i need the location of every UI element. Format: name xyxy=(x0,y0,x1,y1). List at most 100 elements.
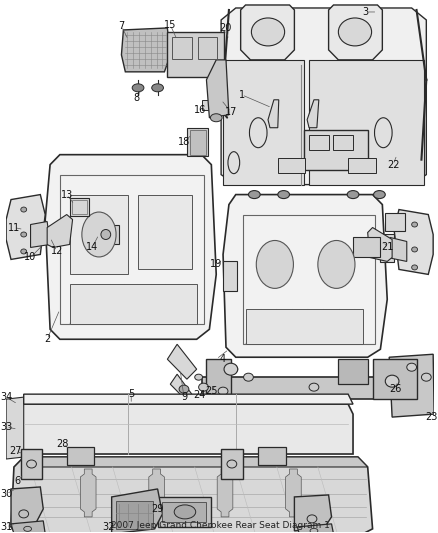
Text: 2007 Jeep Grand Cherokee Rear Seat Diagram 1: 2007 Jeep Grand Cherokee Rear Seat Diagr… xyxy=(111,521,329,530)
Ellipse shape xyxy=(152,84,163,92)
Polygon shape xyxy=(223,60,304,184)
Ellipse shape xyxy=(21,207,27,212)
Ellipse shape xyxy=(198,383,208,391)
Polygon shape xyxy=(167,344,197,379)
Bar xyxy=(348,158,375,173)
Bar xyxy=(223,261,237,292)
Ellipse shape xyxy=(256,240,293,288)
Text: 21: 21 xyxy=(381,243,393,253)
Text: 17: 17 xyxy=(225,107,237,117)
Polygon shape xyxy=(45,155,216,340)
Polygon shape xyxy=(24,394,353,404)
Polygon shape xyxy=(221,8,426,184)
Polygon shape xyxy=(11,521,45,533)
Text: 27: 27 xyxy=(10,446,22,456)
Ellipse shape xyxy=(21,249,27,254)
Polygon shape xyxy=(11,457,373,533)
Polygon shape xyxy=(297,524,333,533)
Bar xyxy=(221,449,243,479)
Ellipse shape xyxy=(421,373,431,381)
Ellipse shape xyxy=(174,505,196,519)
Bar xyxy=(258,447,286,465)
Text: 10: 10 xyxy=(25,253,37,262)
Bar xyxy=(380,235,394,262)
Text: 30: 30 xyxy=(0,489,12,499)
Ellipse shape xyxy=(278,191,290,199)
Ellipse shape xyxy=(347,191,359,199)
Polygon shape xyxy=(6,397,24,459)
Text: 12: 12 xyxy=(51,246,63,256)
Bar xyxy=(353,238,380,257)
Ellipse shape xyxy=(412,265,417,270)
Polygon shape xyxy=(81,469,96,517)
Text: 18: 18 xyxy=(178,136,190,147)
Ellipse shape xyxy=(251,18,285,46)
Bar xyxy=(201,100,219,110)
Bar xyxy=(333,135,353,150)
Bar xyxy=(187,128,208,156)
Bar xyxy=(172,37,192,59)
Bar xyxy=(60,175,205,324)
Bar xyxy=(304,130,367,169)
Bar xyxy=(246,309,363,344)
Ellipse shape xyxy=(412,222,417,227)
Polygon shape xyxy=(11,487,43,527)
Bar xyxy=(92,224,120,245)
Ellipse shape xyxy=(374,191,385,199)
Bar xyxy=(198,37,217,59)
Ellipse shape xyxy=(224,363,238,375)
Text: 19: 19 xyxy=(210,260,223,269)
Ellipse shape xyxy=(250,118,267,148)
Text: 2: 2 xyxy=(44,334,50,344)
Polygon shape xyxy=(149,469,164,517)
Ellipse shape xyxy=(82,212,116,257)
Text: 29: 29 xyxy=(152,504,164,514)
Ellipse shape xyxy=(205,384,213,390)
Ellipse shape xyxy=(228,365,238,373)
Text: 23: 23 xyxy=(425,412,438,422)
Bar xyxy=(158,497,212,527)
Polygon shape xyxy=(389,354,434,417)
Text: 5: 5 xyxy=(128,389,134,399)
Text: 32: 32 xyxy=(102,522,115,532)
Bar xyxy=(70,285,197,324)
Bar xyxy=(206,359,231,401)
Text: 31: 31 xyxy=(0,522,12,532)
Text: 22: 22 xyxy=(387,160,399,169)
Ellipse shape xyxy=(374,118,392,148)
Ellipse shape xyxy=(195,374,202,380)
Ellipse shape xyxy=(248,191,260,199)
Text: 33: 33 xyxy=(0,422,12,432)
Polygon shape xyxy=(367,228,392,261)
Bar xyxy=(67,447,94,465)
Text: 14: 14 xyxy=(86,243,98,253)
Text: 3: 3 xyxy=(363,7,369,17)
Text: 20: 20 xyxy=(219,23,231,33)
Polygon shape xyxy=(170,374,192,399)
Ellipse shape xyxy=(385,375,399,387)
Polygon shape xyxy=(31,222,50,247)
Polygon shape xyxy=(387,238,407,261)
Bar xyxy=(339,359,367,384)
Bar xyxy=(116,501,153,529)
Polygon shape xyxy=(309,60,424,184)
Bar xyxy=(21,449,42,479)
Text: 6: 6 xyxy=(15,476,21,486)
Text: 34: 34 xyxy=(0,392,12,402)
Bar xyxy=(385,213,405,230)
Bar xyxy=(70,195,128,274)
Ellipse shape xyxy=(318,240,355,288)
Text: 13: 13 xyxy=(60,190,73,199)
Bar xyxy=(243,215,374,344)
Bar xyxy=(70,198,89,215)
Bar xyxy=(138,195,192,269)
Polygon shape xyxy=(24,457,367,467)
Polygon shape xyxy=(112,489,162,533)
Polygon shape xyxy=(268,100,279,128)
Text: 8: 8 xyxy=(133,93,139,103)
Polygon shape xyxy=(328,5,382,60)
Bar xyxy=(373,359,417,399)
Text: 11: 11 xyxy=(8,222,20,232)
Polygon shape xyxy=(394,209,433,274)
Bar xyxy=(167,32,224,77)
